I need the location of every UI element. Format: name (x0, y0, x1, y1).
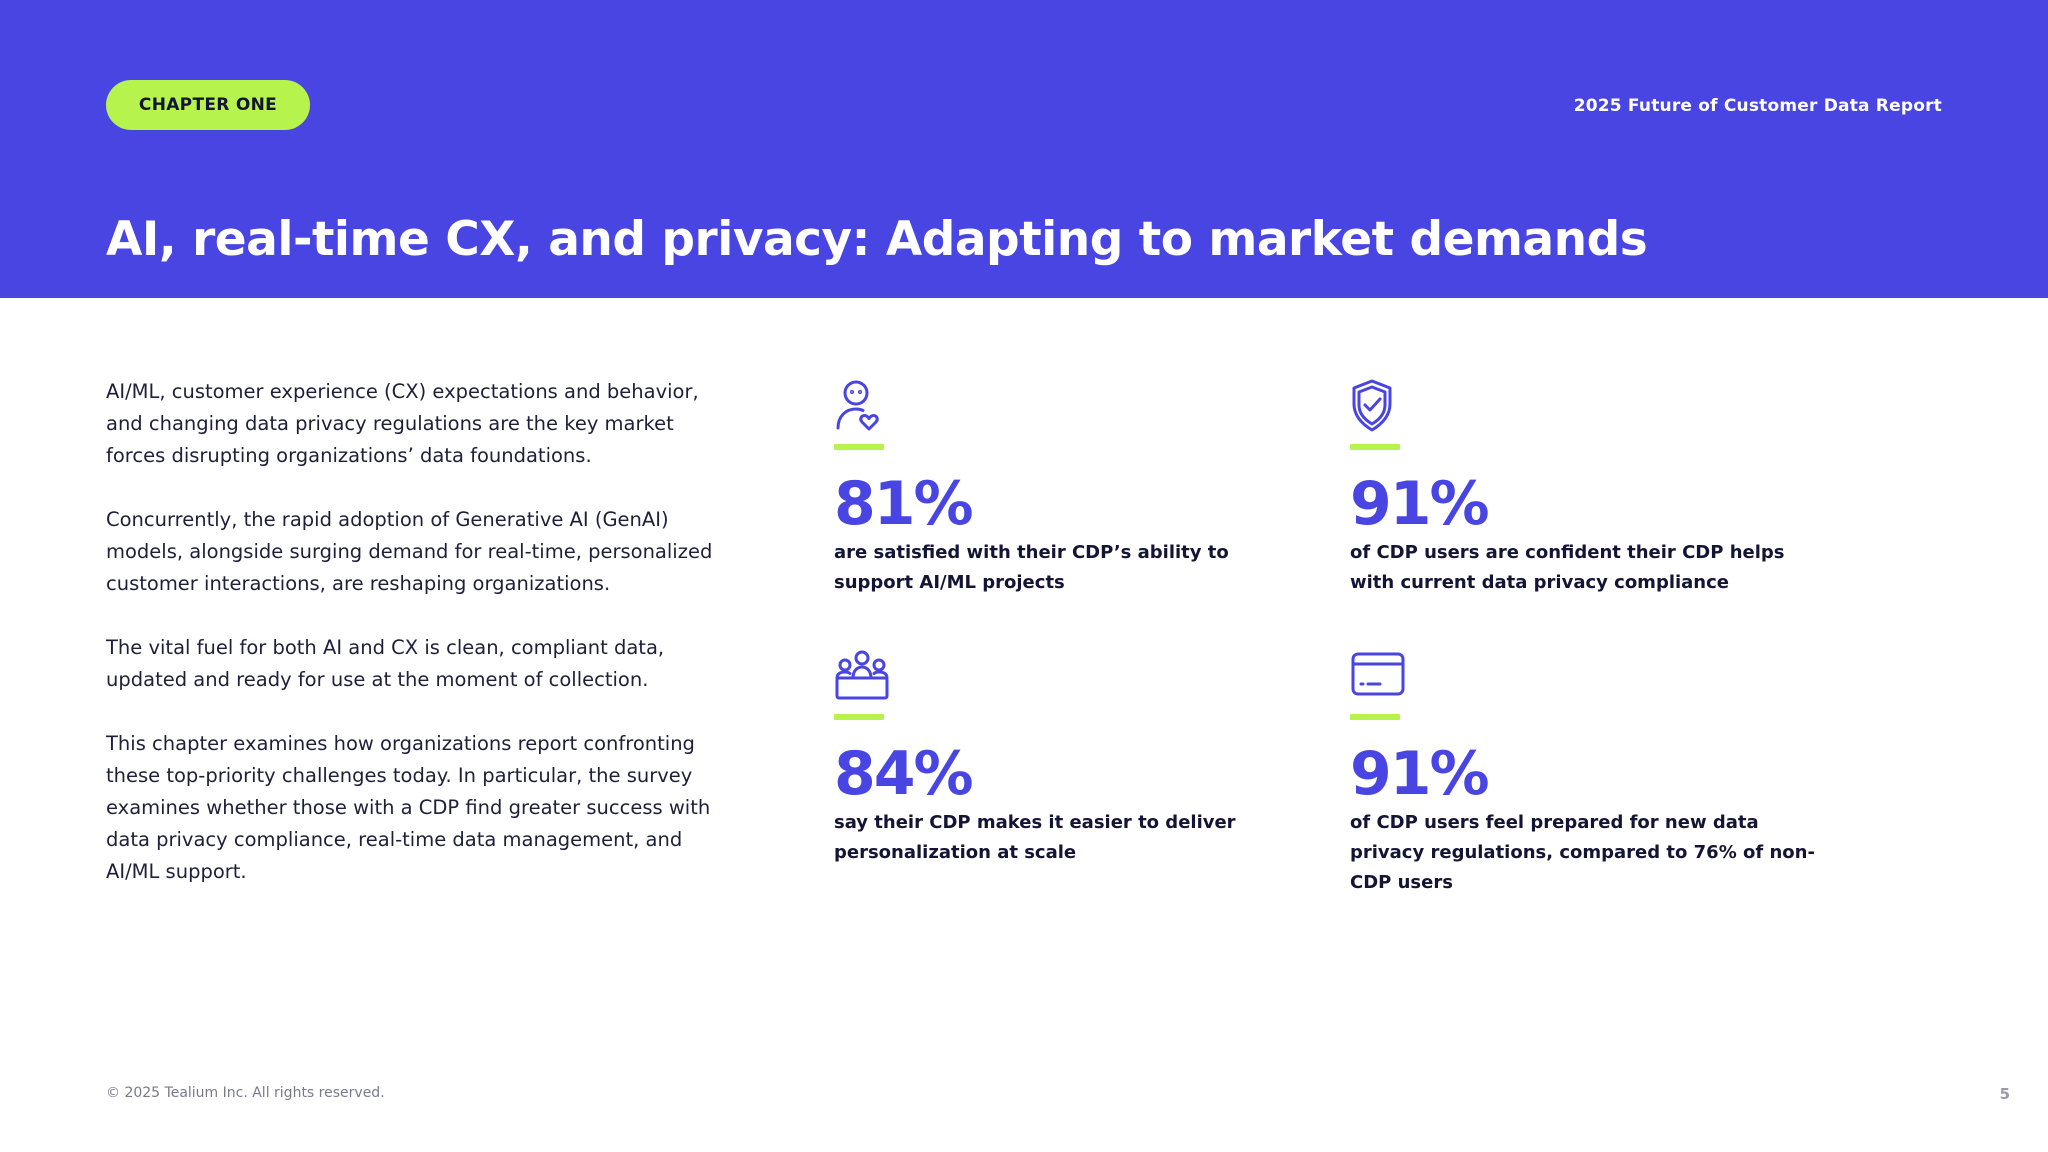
stat-value: 91% (1350, 469, 1490, 539)
copyright-notice: © 2025 Tealium Inc. All rights reserved. (106, 1085, 385, 1101)
browser-window-icon (1351, 652, 1405, 696)
stat-accent-rule (1350, 714, 1400, 720)
person-heart-icon (836, 380, 879, 431)
stat-value: 91% (1350, 739, 1490, 809)
intro-paragraph: AI/ML, customer experience (CX) expectat… (106, 380, 699, 467)
report-name: 2025 Future of Customer Data Report (1573, 96, 1942, 116)
stat-card-privacy-compliance: 91% of CDP users are confident their CDP… (1350, 378, 1830, 598)
intro-text: AI/ML, customer experience (CX) expectat… (106, 376, 726, 920)
stat-description: are satisfied with their CDP’s ability t… (834, 542, 1229, 593)
stat-card-personalization: 84% say their CDP makes it easier to del… (834, 648, 1314, 868)
stat-description: say their CDP makes it easier to deliver… (834, 812, 1236, 863)
intro-paragraph: The vital fuel for both AI and CX is cle… (106, 636, 665, 691)
stat-accent-rule (834, 444, 884, 450)
header-banner: CHAPTER ONE 2025 Future of Customer Data… (0, 0, 2048, 298)
chapter-badge: CHAPTER ONE (106, 80, 310, 130)
intro-paragraph: This chapter examines how organizations … (106, 732, 711, 883)
stat-value: 84% (834, 739, 974, 809)
stat-card-ai-ml: 81% are satisfied with their CDP’s abili… (834, 378, 1314, 598)
stat-accent-rule (1350, 444, 1400, 450)
page-title: AI, real-time CX, and privacy: Adapting … (106, 212, 1648, 267)
stat-description: of CDP users feel prepared for new data … (1350, 812, 1815, 893)
intro-paragraph: Concurrently, the rapid adoption of Gene… (106, 508, 713, 595)
shield-check-icon (1352, 379, 1392, 432)
stat-value: 81% (834, 469, 974, 539)
group-people-icon (835, 650, 889, 700)
stat-card-new-regulations: 91% of CDP users feel prepared for new d… (1350, 648, 1830, 898)
stat-description: of CDP users are confident their CDP hel… (1350, 542, 1785, 593)
stat-accent-rule (834, 714, 884, 720)
page-number: 5 (1999, 1085, 2010, 1103)
